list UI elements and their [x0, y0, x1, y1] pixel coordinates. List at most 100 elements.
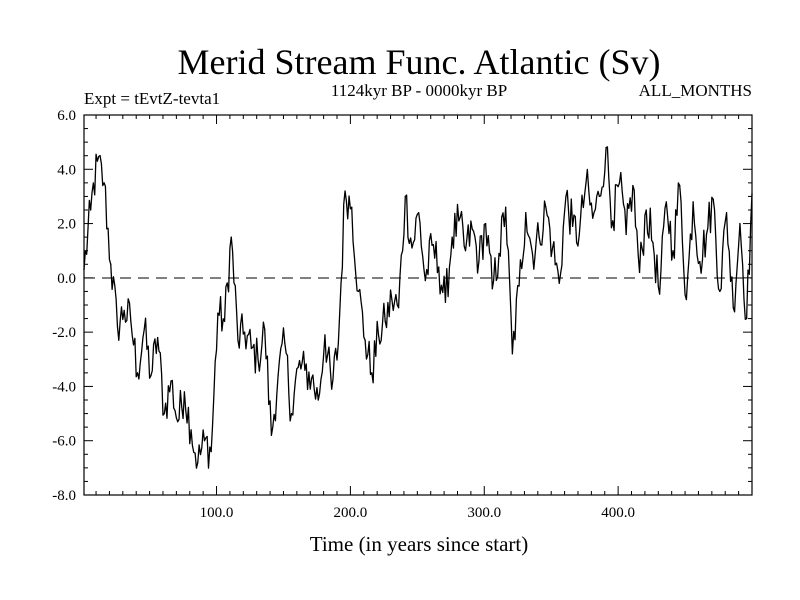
data-point — [491, 288, 493, 290]
data-point — [645, 209, 647, 211]
data-point — [110, 263, 112, 265]
data-point — [90, 209, 92, 211]
data-point — [632, 184, 634, 187]
x-tick-label: 100.0 — [200, 505, 234, 521]
data-point — [451, 236, 453, 238]
x-tick-label: 300.0 — [467, 505, 501, 521]
data-point — [170, 380, 172, 382]
data-point — [391, 298, 393, 301]
data-point — [264, 328, 266, 331]
data-point — [592, 217, 594, 219]
y-tick-label: -8.0 — [52, 488, 76, 504]
data-point — [304, 369, 306, 371]
data-point — [411, 247, 413, 249]
data-point — [418, 212, 420, 214]
data-point — [545, 206, 547, 208]
data-point — [498, 252, 500, 255]
data-point — [739, 222, 741, 225]
series-line — [83, 146, 753, 469]
data-point — [652, 241, 654, 244]
data-point — [190, 429, 192, 431]
data-point — [270, 434, 273, 436]
y-tick-label: -2.0 — [52, 325, 76, 341]
data-point — [685, 298, 688, 301]
data-point — [136, 372, 139, 374]
data-point — [659, 293, 661, 295]
data-point — [150, 374, 152, 377]
data-point — [331, 388, 333, 390]
data-point — [538, 236, 540, 238]
data-point — [531, 252, 534, 255]
data-point — [578, 233, 580, 236]
data-point — [438, 266, 440, 268]
x-tick-label: 200.0 — [334, 505, 368, 521]
data-point — [424, 279, 426, 282]
series-group — [83, 146, 753, 469]
data-point — [371, 372, 373, 374]
data-point — [712, 198, 714, 200]
data-point — [719, 290, 721, 293]
data-point — [277, 374, 279, 377]
data-point — [357, 290, 360, 293]
data-point — [618, 182, 621, 184]
subtitle-left: Expt = tEvtZ-tevta1 — [84, 89, 220, 108]
data-point — [284, 342, 286, 344]
data-point — [485, 222, 487, 225]
subtitle-center: 1124kyr BP - 0000kyr BP — [331, 81, 507, 100]
data-point — [163, 412, 165, 415]
data-point — [699, 260, 701, 263]
data-point — [223, 320, 226, 322]
data-point — [237, 339, 239, 341]
data-point — [598, 195, 600, 198]
data-point — [518, 285, 520, 287]
data-point — [679, 184, 681, 187]
data-point — [458, 220, 460, 222]
data-point — [157, 336, 159, 339]
data-point — [625, 233, 627, 236]
data-point — [444, 301, 447, 303]
data-point — [464, 250, 467, 252]
data-point — [123, 309, 125, 312]
data-point — [558, 282, 560, 284]
data-point — [317, 399, 319, 401]
data-point — [337, 342, 339, 344]
data-point — [96, 160, 98, 162]
data-point — [230, 236, 232, 238]
y-tick-label: 4.0 — [57, 162, 76, 178]
y-tick-label: 2.0 — [57, 217, 76, 233]
data-point — [257, 358, 259, 360]
data-point — [725, 212, 728, 214]
data-point — [377, 334, 380, 336]
data-point — [116, 326, 119, 328]
data-point — [397, 307, 400, 309]
data-point — [551, 247, 554, 249]
data-point — [572, 225, 574, 227]
data-point — [732, 307, 734, 309]
data-point — [297, 366, 299, 369]
data-point — [431, 244, 433, 246]
data-point — [143, 328, 145, 331]
data-point — [511, 353, 513, 355]
data-point — [404, 195, 406, 198]
y-tick-label: -4.0 — [52, 379, 76, 395]
data-point — [384, 320, 386, 322]
y-tick-label: 6.0 — [57, 108, 76, 124]
axis-ticks: 100.0 200.0 300.0 400.0 6.0 4.0 2.0 0.0 -2.0 -4.0… — [52, 108, 752, 521]
data-point — [177, 421, 179, 423]
data-point — [471, 228, 473, 230]
data-point — [364, 339, 366, 341]
data-point — [250, 347, 252, 350]
data-point — [210, 450, 212, 453]
data-point — [197, 461, 199, 464]
data-point — [244, 331, 246, 333]
data-point — [665, 201, 667, 203]
data-point — [324, 334, 326, 336]
data-point — [672, 250, 674, 252]
data-point — [183, 391, 186, 393]
data-point — [746, 317, 748, 320]
data-point — [705, 233, 708, 236]
subtitle-right: ALL_MONTHS — [639, 81, 752, 100]
data-point — [692, 201, 694, 203]
data-point — [585, 182, 587, 184]
